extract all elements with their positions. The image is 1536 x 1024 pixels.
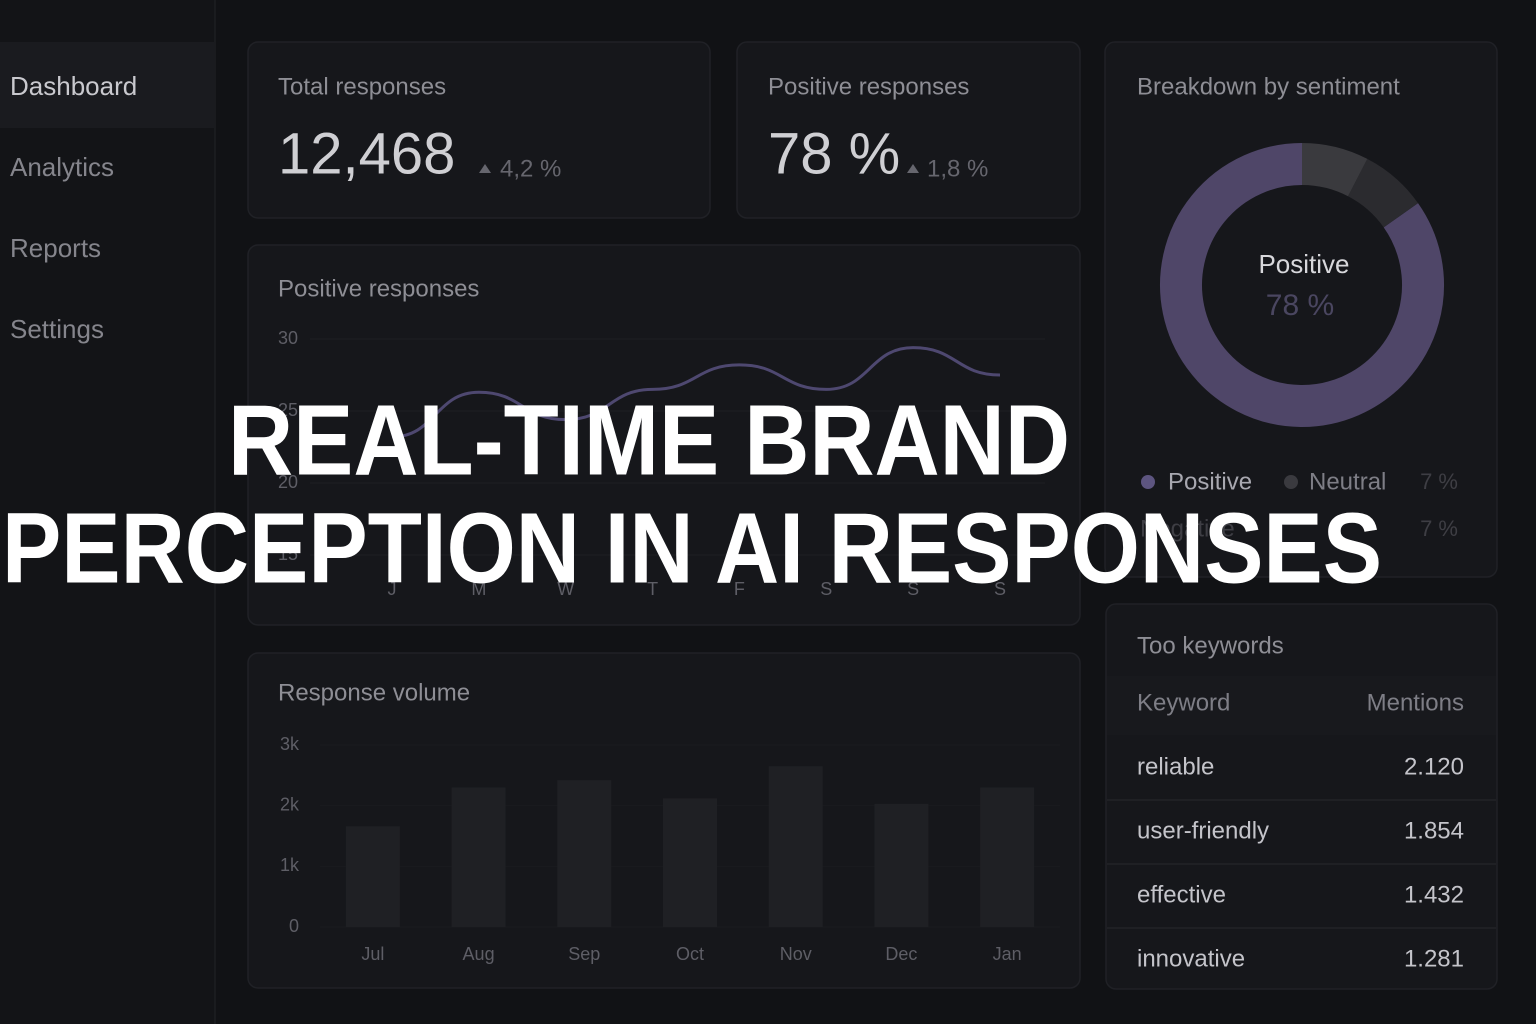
kpi-card bbox=[736, 41, 1081, 219]
up-arrow bbox=[907, 164, 919, 173]
bar bbox=[768, 766, 823, 927]
y-tick-label: 20 bbox=[278, 472, 298, 492]
line-card bbox=[247, 244, 1081, 626]
keywords-card bbox=[1105, 603, 1498, 990]
x-tick-label: S bbox=[820, 579, 832, 599]
table-cell: 1.281 bbox=[1404, 945, 1464, 972]
active-item bbox=[0, 42, 215, 128]
donut-card bbox=[1104, 41, 1498, 578]
kpi-label: Positive responses bbox=[768, 73, 969, 100]
x-tick-label: Oct bbox=[676, 944, 704, 964]
y-tick-label: 1k bbox=[280, 855, 300, 875]
legend-label: Neutral bbox=[1309, 468, 1386, 495]
headline-line: PERCEPTION IN AI RESPONSES bbox=[2, 492, 1382, 604]
center-label: Positive bbox=[1258, 249, 1349, 279]
table-cell: 1.432 bbox=[1404, 881, 1464, 908]
donut-chart: Positive 78 % Positive Neutral 7 % Negative 7 … bbox=[1140, 143, 1458, 542]
kpi-label: Total responses bbox=[278, 73, 446, 100]
x-tick-label: Sep bbox=[568, 944, 600, 964]
table-cell: user-friendly bbox=[1137, 817, 1269, 844]
nav-item[interactable]: Dashboard bbox=[10, 71, 137, 101]
x-tick-label: M bbox=[471, 579, 486, 599]
nav-item[interactable]: Reports bbox=[10, 233, 101, 263]
y-tick-label: 30 bbox=[278, 328, 298, 348]
legend-value: 7 % bbox=[1420, 469, 1458, 494]
table-cell: innovative bbox=[1137, 945, 1245, 972]
nav-item[interactable]: Analytics bbox=[10, 152, 114, 182]
y-tick-label: 3k bbox=[280, 734, 300, 754]
legend-label: Negative bbox=[1140, 515, 1235, 542]
x-tick-label: T bbox=[647, 579, 658, 599]
x-tick-label: S bbox=[907, 579, 919, 599]
legend-value: 7 % bbox=[1420, 516, 1458, 541]
sidebar bbox=[0, 0, 215, 1024]
table-cell: effective bbox=[1137, 881, 1226, 908]
chart-title: Positive responses bbox=[278, 275, 479, 302]
nav-item[interactable]: Settings bbox=[10, 314, 104, 344]
kpi-value: 12,468 bbox=[278, 121, 455, 186]
legend-dot bbox=[1141, 475, 1155, 489]
x-tick-label: F bbox=[734, 579, 745, 599]
donut-slice bbox=[1301, 143, 1368, 197]
kpi-change: 4,2 % bbox=[500, 155, 561, 182]
bar bbox=[980, 787, 1035, 927]
x-tick-label: Nov bbox=[780, 944, 812, 964]
y-tick-label: 15 bbox=[278, 544, 298, 564]
donut-slice bbox=[1347, 158, 1419, 228]
keywords-table: Keyword Mentions reliable 2.120 user-friendl… bbox=[1107, 689, 1496, 972]
chart-title: Response volume bbox=[278, 679, 470, 706]
chart-title: Breakdown by sentiment bbox=[1137, 73, 1400, 100]
legend-dot bbox=[1284, 475, 1298, 489]
bar bbox=[345, 826, 400, 927]
bar bbox=[451, 787, 506, 927]
x-tick-label: Aug bbox=[463, 944, 495, 964]
table-cell: 1.854 bbox=[1404, 817, 1464, 844]
table-cell: 2.120 bbox=[1404, 753, 1464, 780]
x-tick-label: Dec bbox=[885, 944, 917, 964]
x-tick-label: Jul bbox=[361, 944, 384, 964]
center-value: 78 % bbox=[1266, 289, 1334, 322]
line-chart: 15 20 25 30 J M W T F S S S bbox=[278, 328, 1045, 599]
headline-line: REAL-TIME BRAND bbox=[228, 384, 1070, 496]
kpi-value: 78 % bbox=[768, 121, 900, 186]
kpi-card bbox=[247, 41, 711, 219]
up-arrow bbox=[479, 164, 491, 173]
donut-slice bbox=[1160, 143, 1444, 427]
y-tick-label: 0 bbox=[289, 916, 299, 936]
table-title: Too keywords bbox=[1137, 632, 1284, 659]
line bbox=[391, 346, 1001, 439]
y-tick-label: 2k bbox=[280, 794, 300, 814]
x-tick-label: Jan bbox=[993, 944, 1022, 964]
legend-label: Positive bbox=[1168, 468, 1252, 495]
kpi-change: 1,8 % bbox=[927, 155, 988, 182]
bar bbox=[557, 780, 612, 927]
x-tick-label: W bbox=[557, 579, 574, 599]
y-tick-label: 25 bbox=[278, 400, 298, 420]
table-header-bg bbox=[1107, 676, 1496, 735]
bar-chart: 0 1k 2k 3k Jul Aug Sep Oct Nov Dec Jan bbox=[280, 734, 1060, 964]
x-tick-label: S bbox=[994, 579, 1006, 599]
bar bbox=[663, 798, 717, 927]
bar bbox=[874, 803, 929, 927]
table-header: Keyword bbox=[1137, 689, 1230, 716]
table-cell: reliable bbox=[1137, 753, 1214, 780]
x-tick-label: J bbox=[388, 579, 397, 599]
table-header: Mentions bbox=[1367, 689, 1464, 716]
